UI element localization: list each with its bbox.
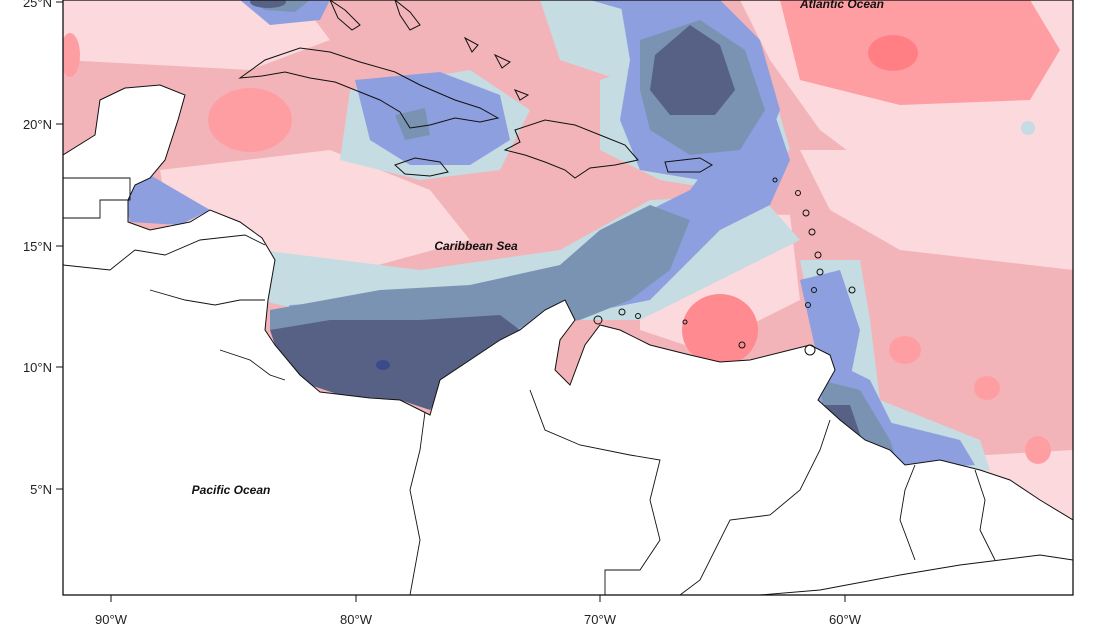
- field-red-ne: [780, 0, 1060, 105]
- field-red-spot-2: [974, 376, 1000, 400]
- island-hispaniola: [503, 119, 639, 179]
- island-jamaica: [394, 157, 449, 177]
- lon-tick-label: 90°W: [95, 612, 128, 627]
- field-bluegrey-cuba: [395, 108, 430, 140]
- field-paleblue-spot: [1021, 121, 1035, 135]
- border-colombia-venezuela: [529, 389, 661, 595]
- label-atlantic-ocean: Atlantic Ocean: [799, 0, 884, 11]
- map-frame: [62, 0, 1074, 596]
- field-light-east: [800, 150, 1073, 270]
- land-mask: [63, 84, 1073, 595]
- island-bahamas-1: [394, 0, 421, 31]
- field-navy-north: [650, 25, 735, 115]
- border-mexico-guatemala: [63, 177, 131, 219]
- lon-axis: 90°W 80°W 70°W 60°W: [95, 595, 862, 627]
- island-bahamas-4: [513, 89, 530, 101]
- lesser-antilles: [593, 177, 856, 356]
- lat-axis: 25°N 20°N 15°N 10°N 5°N: [23, 0, 63, 497]
- border-venezuela-guyana: [679, 419, 831, 595]
- field-bluegrey-band: [270, 205, 690, 335]
- coastlines: [63, 0, 1073, 595]
- field-red-core-lesser-antilles: [682, 294, 758, 366]
- field-navy-south: [270, 315, 520, 410]
- border-suriname-fguiana: [974, 469, 996, 561]
- label-pacific-ocean: Pacific Ocean: [192, 483, 271, 497]
- field-blue-cuba: [355, 72, 510, 165]
- lon-tick-label: 80°W: [340, 612, 373, 627]
- lon-tick-label: 60°W: [829, 612, 862, 627]
- field-red-spot-1: [889, 336, 921, 364]
- land-central-america: [63, 84, 1073, 595]
- island-bahamas-2: [463, 36, 479, 53]
- field-paleblue-n: [540, 0, 650, 80]
- border-brazil-north: [759, 554, 1073, 595]
- label-caribbean-sea: Caribbean Sea: [434, 239, 518, 253]
- lat-tick-label: 15°N: [23, 239, 52, 254]
- island-cuba: [238, 47, 500, 129]
- lat-tick-label: 25°N: [23, 0, 52, 10]
- field-navy-top: [250, 0, 286, 8]
- lat-tick-label: 10°N: [23, 360, 52, 375]
- border-panama-colombia: [409, 411, 426, 595]
- field-navy-dot: [376, 360, 390, 370]
- anomaly-field: [63, 0, 1073, 595]
- field-red-spot-3: [1025, 436, 1051, 464]
- lat-tick-label: 5°N: [30, 482, 52, 497]
- island-puerto-rico: [664, 157, 713, 173]
- florida-coast: [329, 0, 361, 31]
- lon-tick-label: 70°W: [584, 612, 617, 627]
- field-blue-honduras: [120, 175, 210, 225]
- field-red-spot-west: [63, 33, 80, 77]
- field-red-gulf: [208, 88, 292, 152]
- border-honduras: [63, 234, 266, 271]
- border-costa-rica: [219, 349, 286, 381]
- border-guyana-suriname: [899, 464, 916, 561]
- island-bahamas-3: [493, 53, 511, 69]
- field-red-core-ne: [868, 35, 918, 71]
- lat-tick-label: 20°N: [23, 117, 52, 132]
- border-nicaragua: [149, 289, 265, 306]
